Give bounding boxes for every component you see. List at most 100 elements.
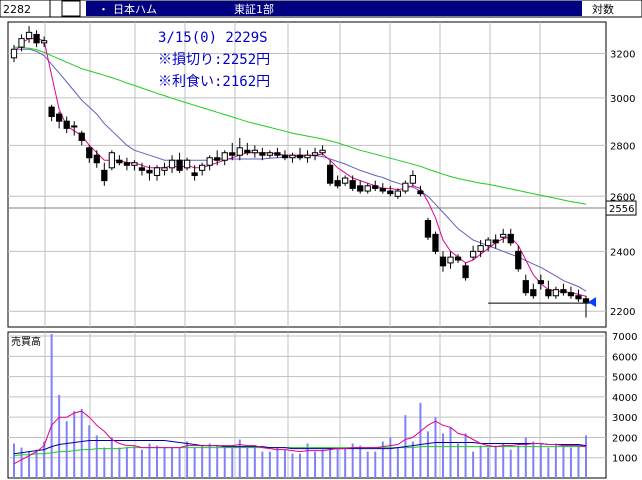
candle-body xyxy=(10,48,18,59)
price-ma-long-line xyxy=(13,46,587,205)
volume-bar xyxy=(178,447,181,478)
candle-body xyxy=(485,239,492,247)
volume-bar xyxy=(426,431,429,478)
price-tick-label: 2200 xyxy=(610,307,635,318)
current-price-label: 2556 xyxy=(609,204,634,215)
candle-body xyxy=(507,233,514,244)
volume-bar xyxy=(554,443,557,478)
volume-bar xyxy=(43,441,46,478)
candle-body xyxy=(266,152,274,156)
volume-bar xyxy=(366,451,369,478)
volume-bar xyxy=(35,449,38,478)
candle-body xyxy=(394,190,401,197)
volume-bar xyxy=(65,421,68,478)
volume-bar xyxy=(73,411,76,478)
candle-body xyxy=(492,239,499,244)
price-tick-label: 2600 xyxy=(610,192,635,203)
volume-bar xyxy=(110,437,113,478)
volume-bar xyxy=(125,447,128,478)
volume-bar xyxy=(95,435,98,478)
candle-body xyxy=(274,152,281,156)
company-name: 日本ハム xyxy=(113,2,157,16)
candle-body xyxy=(153,167,161,176)
candle-body xyxy=(530,289,537,297)
volume-bar xyxy=(223,447,226,478)
candle-body xyxy=(469,250,477,258)
scale-toggle[interactable]: 対数 xyxy=(592,2,614,16)
candle-body xyxy=(575,295,582,300)
stock-code: 2282 xyxy=(3,3,31,16)
volume-bar xyxy=(547,447,550,478)
volume-bar xyxy=(306,443,309,478)
candle-body xyxy=(296,154,304,159)
volume-ma-short-line xyxy=(13,410,587,465)
volume-bar xyxy=(344,447,347,478)
volume-tick-label: 7000 xyxy=(612,332,637,343)
volume-tick-label: 4000 xyxy=(612,393,637,404)
candle-body xyxy=(454,256,462,261)
volume-bar xyxy=(449,427,452,478)
price-markers xyxy=(488,297,596,308)
volume-bar xyxy=(314,451,317,478)
current-price-box xyxy=(605,200,637,216)
volume-bar xyxy=(524,437,527,478)
volume-bar xyxy=(163,447,166,478)
volume-bar xyxy=(374,451,377,478)
price-pane xyxy=(7,21,607,328)
volume-bar xyxy=(276,447,279,478)
blank-box xyxy=(61,0,81,17)
candle-body xyxy=(379,187,386,192)
candle-body xyxy=(56,113,63,122)
price-tick-label: 2800 xyxy=(610,141,635,152)
volume-bar xyxy=(472,451,475,478)
candle-body xyxy=(409,174,417,184)
candle-body xyxy=(522,280,529,294)
volume-bar xyxy=(562,445,565,478)
volume-tick-label: 2000 xyxy=(612,433,637,444)
candle-body xyxy=(191,172,198,176)
volume-bar xyxy=(80,409,83,478)
volume-moving-averages xyxy=(13,410,587,465)
price-tick-label: 3000 xyxy=(610,94,635,105)
volume-bar xyxy=(118,447,121,478)
volume-ma-mid-line xyxy=(13,440,587,455)
candle-body xyxy=(545,289,552,297)
candle-body xyxy=(364,185,371,192)
candle-body xyxy=(251,149,258,154)
candle-body xyxy=(462,265,469,279)
volume-bar xyxy=(133,445,136,478)
candle-body xyxy=(116,159,123,164)
volume-bar xyxy=(58,394,61,478)
volume-bar xyxy=(216,445,219,478)
candle-body xyxy=(342,177,349,184)
volume-bar xyxy=(569,447,572,478)
candle-body xyxy=(25,31,33,40)
volume-tick-label: 3000 xyxy=(612,413,637,424)
annotation-take-profit: ※利食い:2162円 xyxy=(158,73,270,90)
volume-bar xyxy=(329,447,332,478)
volume-bar xyxy=(171,447,174,478)
volume-label: 売買高 xyxy=(11,335,41,348)
volume-bar xyxy=(186,441,189,478)
candle-body xyxy=(244,149,251,154)
candle-body xyxy=(560,289,567,294)
volume-bar xyxy=(238,439,241,478)
volume-bar xyxy=(396,447,399,478)
volume-bar xyxy=(28,451,31,478)
last-price-arrow xyxy=(588,297,596,308)
candle-body xyxy=(183,159,191,169)
volume-bar xyxy=(140,449,143,478)
candle-body xyxy=(229,152,236,156)
volume-tick-label: 1000 xyxy=(612,454,637,465)
volume-bar xyxy=(359,445,362,478)
volume-bar xyxy=(442,433,444,478)
price-grid xyxy=(44,22,541,327)
volume-bar xyxy=(585,435,587,478)
market-name: 東証1部 xyxy=(234,2,274,16)
volume-bar xyxy=(336,447,339,478)
volume-bar xyxy=(201,445,204,478)
candle-body xyxy=(86,147,93,159)
volume-bar xyxy=(479,445,482,478)
volume-bar xyxy=(389,437,392,478)
candle-body xyxy=(537,280,544,285)
